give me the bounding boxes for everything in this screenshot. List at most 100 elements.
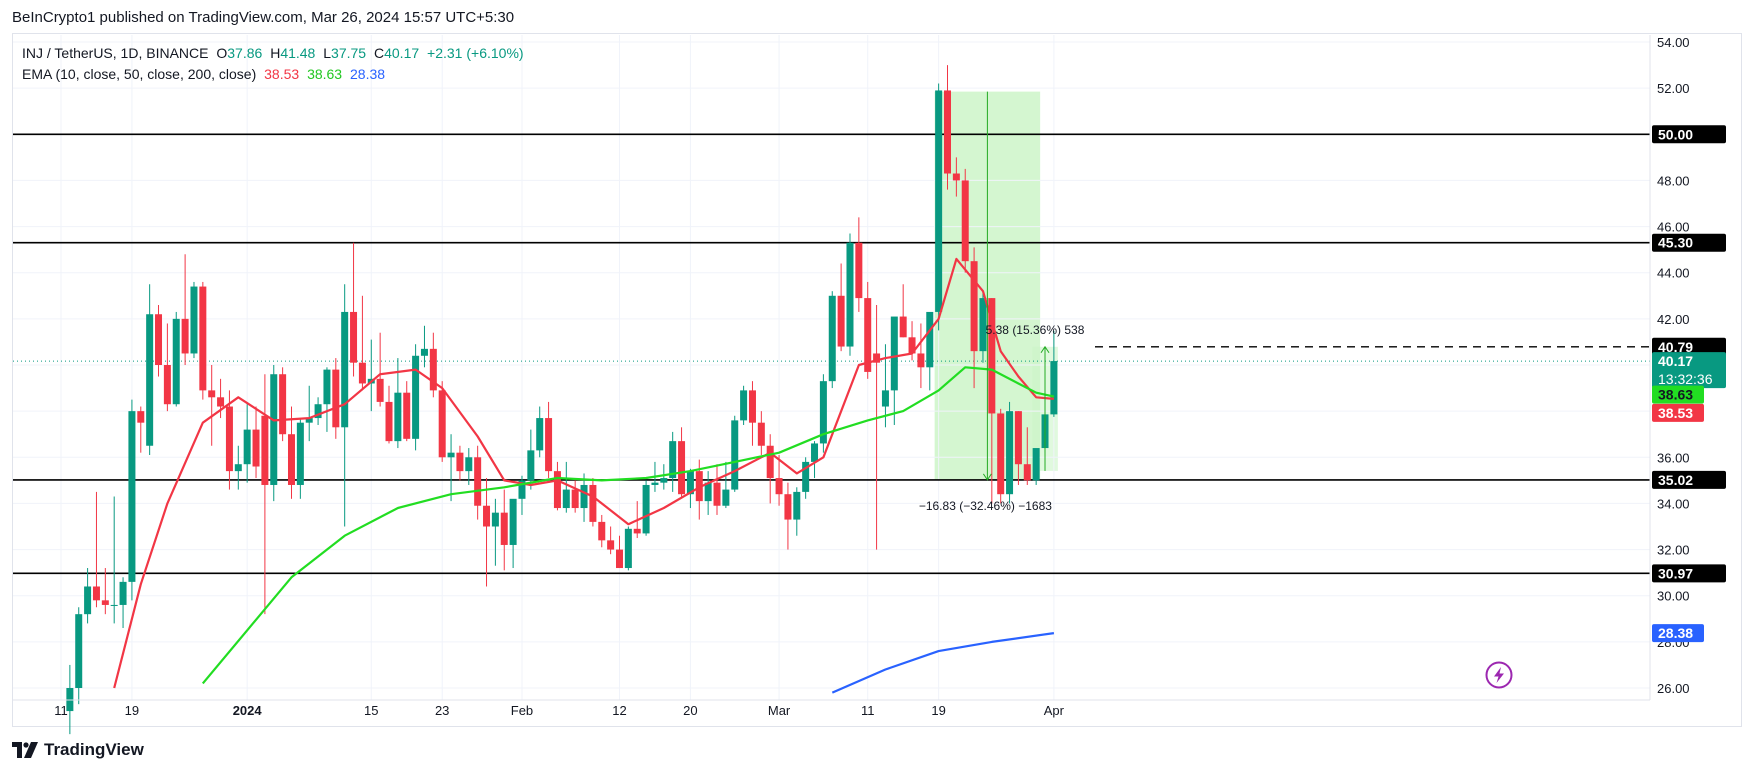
level-price-tag: 45.30 xyxy=(1652,233,1726,252)
level-price-tag-bg xyxy=(1652,470,1726,489)
candle xyxy=(580,473,588,522)
candle-body xyxy=(633,528,641,534)
level-price-tag-text: 30.97 xyxy=(1658,565,1693,581)
candle xyxy=(678,427,686,497)
low-label: L xyxy=(323,45,332,61)
candle-body xyxy=(75,614,83,688)
candle xyxy=(669,431,677,492)
candle-body xyxy=(580,484,588,509)
candle xyxy=(75,607,83,705)
candle xyxy=(979,291,987,363)
candle xyxy=(988,298,996,504)
candle xyxy=(155,305,163,377)
candle xyxy=(350,242,358,377)
ema-price-tag-bg xyxy=(1652,385,1704,404)
candle xyxy=(500,489,508,571)
time-tick-label: 19 xyxy=(931,703,945,718)
tradingview-footer[interactable]: TradingView xyxy=(12,740,144,760)
candle-body xyxy=(429,348,437,391)
candle-body xyxy=(234,464,242,472)
candle-body xyxy=(305,418,313,423)
symbol-label[interactable]: INJ / TetherUS, 1D, BINANCE xyxy=(22,45,209,61)
candle-body xyxy=(678,441,686,495)
ema-label[interactable]: EMA (10, close, 50, close, 200, close) xyxy=(22,66,257,82)
candle-body xyxy=(881,390,889,407)
candle-body xyxy=(350,311,358,363)
high-label: H xyxy=(270,45,281,61)
level-price-tag-text: 45.30 xyxy=(1658,235,1693,251)
candle-body xyxy=(828,295,836,382)
last-price-tag-bg xyxy=(1652,352,1726,389)
candle xyxy=(846,233,854,356)
rebound-arrow-head xyxy=(1040,345,1050,354)
candle xyxy=(766,434,774,504)
candle-body xyxy=(536,418,544,451)
candle-body xyxy=(172,318,180,405)
candle xyxy=(571,480,579,513)
candle xyxy=(128,399,136,601)
candle-body xyxy=(500,512,508,545)
candle-body xyxy=(527,450,535,481)
lightning-bolt-icon[interactable] xyxy=(1484,660,1514,690)
candle xyxy=(731,415,739,492)
candle-body xyxy=(766,445,774,479)
candle-body xyxy=(323,369,331,405)
ema-price-tag-text: 38.53 xyxy=(1658,405,1693,421)
candle-body xyxy=(119,581,127,605)
time-tick-label: 11 xyxy=(54,703,68,718)
candle-body xyxy=(598,521,606,541)
price-tick-label: 42.00 xyxy=(1657,312,1690,327)
candle-body xyxy=(793,491,801,520)
candle-body xyxy=(642,484,650,534)
ema-lines xyxy=(113,257,1055,694)
candle xyxy=(438,381,446,462)
close-value: 40.17 xyxy=(384,45,420,61)
candle xyxy=(110,496,118,624)
candle-body xyxy=(660,478,668,483)
candle-body xyxy=(199,286,207,391)
candle xyxy=(819,374,827,453)
candle-body xyxy=(465,457,473,472)
candle-body xyxy=(110,604,118,606)
candle xyxy=(234,445,242,490)
candle-body xyxy=(571,489,579,509)
candle-body xyxy=(394,392,402,442)
candle xyxy=(305,385,313,442)
candle xyxy=(589,478,597,527)
candle-body xyxy=(917,353,925,368)
candle-body xyxy=(358,362,366,384)
candle xyxy=(553,461,561,511)
candle-body xyxy=(961,180,969,262)
ohlc-legend: INJ / TetherUS, 1D, BINANCE O37.86 H41.4… xyxy=(22,45,528,61)
candle-body xyxy=(553,471,561,509)
candle-body xyxy=(456,452,464,472)
candle-body xyxy=(873,353,881,363)
candle-body xyxy=(988,298,996,414)
level-price-tag-text: 35.02 xyxy=(1658,472,1693,488)
candle-body xyxy=(252,429,260,467)
chart-frame xyxy=(12,33,1742,727)
candle-body xyxy=(1023,464,1031,481)
candle-body xyxy=(686,471,694,495)
tradingview-brand: TradingView xyxy=(44,740,144,759)
candle xyxy=(784,482,792,550)
candle xyxy=(970,247,978,389)
candle-body xyxy=(1014,411,1022,465)
level-price-tag: 30.97 xyxy=(1652,564,1726,583)
candle-body xyxy=(802,461,810,492)
candle xyxy=(748,381,756,446)
candle-body xyxy=(385,401,393,442)
candle xyxy=(686,468,694,509)
candle-body xyxy=(518,480,526,499)
candle xyxy=(952,157,960,197)
candle xyxy=(181,254,189,365)
candle xyxy=(163,323,171,412)
candle-body xyxy=(155,314,163,365)
candle xyxy=(562,461,570,513)
candle-body xyxy=(1006,411,1014,495)
drop-measure-text: −16.83 (−32.46%) −1683 xyxy=(919,499,1052,513)
candle xyxy=(704,471,712,515)
candle xyxy=(146,284,154,455)
candle xyxy=(1032,448,1040,485)
